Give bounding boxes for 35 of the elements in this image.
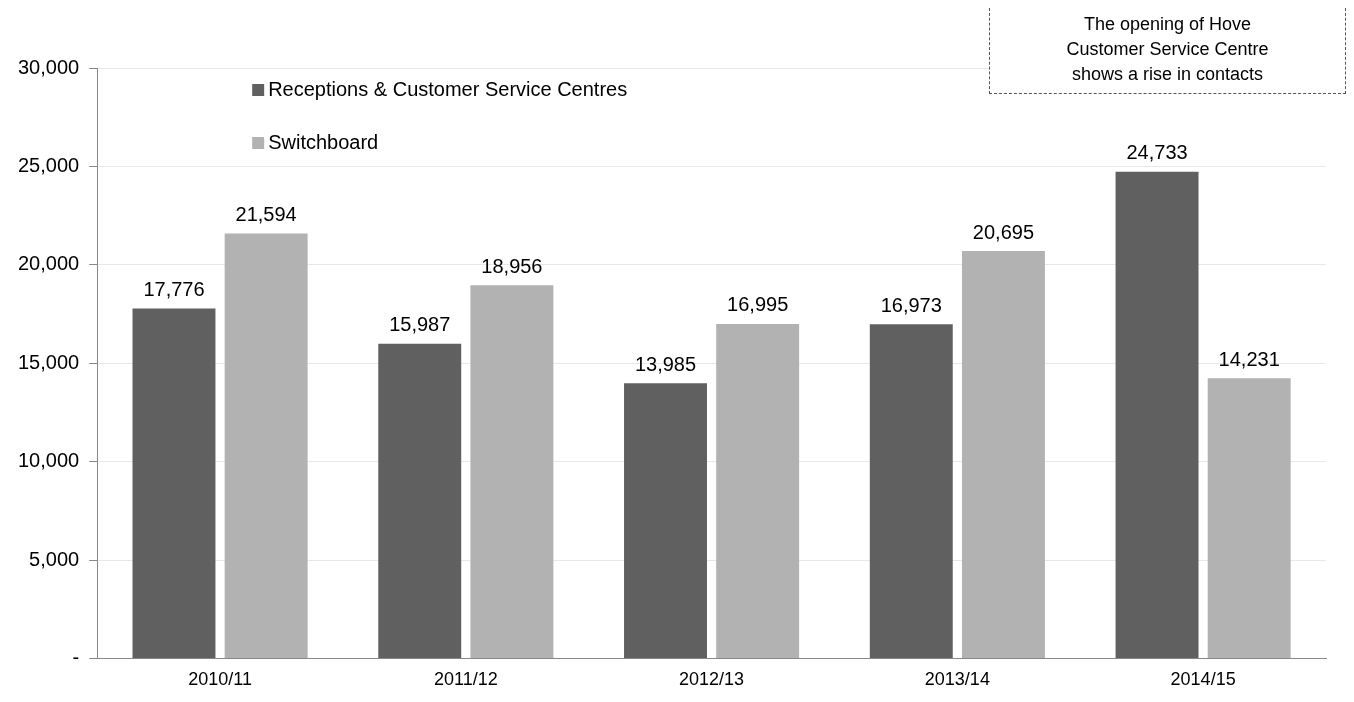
bar [224, 233, 308, 658]
note-box: The opening of Hove Customer Service Centre shows a rise in contacts [989, 8, 1346, 94]
bar [470, 285, 554, 658]
data-label: 15,987 [389, 313, 451, 336]
y-tick-label: - [72, 645, 80, 668]
y-tick-label: 10,000 [18, 449, 80, 472]
legend-label: Switchboard [268, 130, 379, 153]
bar [132, 308, 216, 658]
y-tick-label: 30,000 [18, 55, 80, 78]
data-label: 21,594 [235, 202, 297, 225]
bar [869, 324, 953, 658]
data-label: 18,956 [481, 254, 543, 277]
data-label: 24,733 [1126, 141, 1188, 164]
bar [961, 251, 1045, 658]
bar [624, 383, 707, 658]
x-tick-label: 2012/13 [679, 669, 745, 690]
data-label: 17,776 [143, 278, 205, 301]
data-label: 13,985 [634, 352, 697, 375]
bar [378, 343, 462, 658]
y-tick-label: 20,000 [18, 252, 80, 275]
bar [1207, 378, 1291, 658]
x-tick-label: 2014/15 [1170, 669, 1236, 690]
data-label: 20,695 [972, 220, 1035, 243]
data-label: 16,973 [880, 293, 942, 316]
bar [716, 323, 800, 658]
x-tick-label: 2011/12 [433, 669, 498, 690]
x-tick-label: 2013/14 [924, 669, 990, 690]
data-label: 14,231 [1218, 347, 1280, 370]
y-tick-label: 15,000 [18, 350, 80, 373]
legend-label: Receptions & Customer Service Centres [268, 77, 628, 100]
y-tick-label: 5,000 [29, 547, 80, 570]
data-label: 16,995 [727, 293, 789, 316]
y-tick-label: 25,000 [18, 153, 80, 176]
bar [1115, 171, 1199, 658]
x-tick-label: 2010/11 [188, 669, 252, 690]
